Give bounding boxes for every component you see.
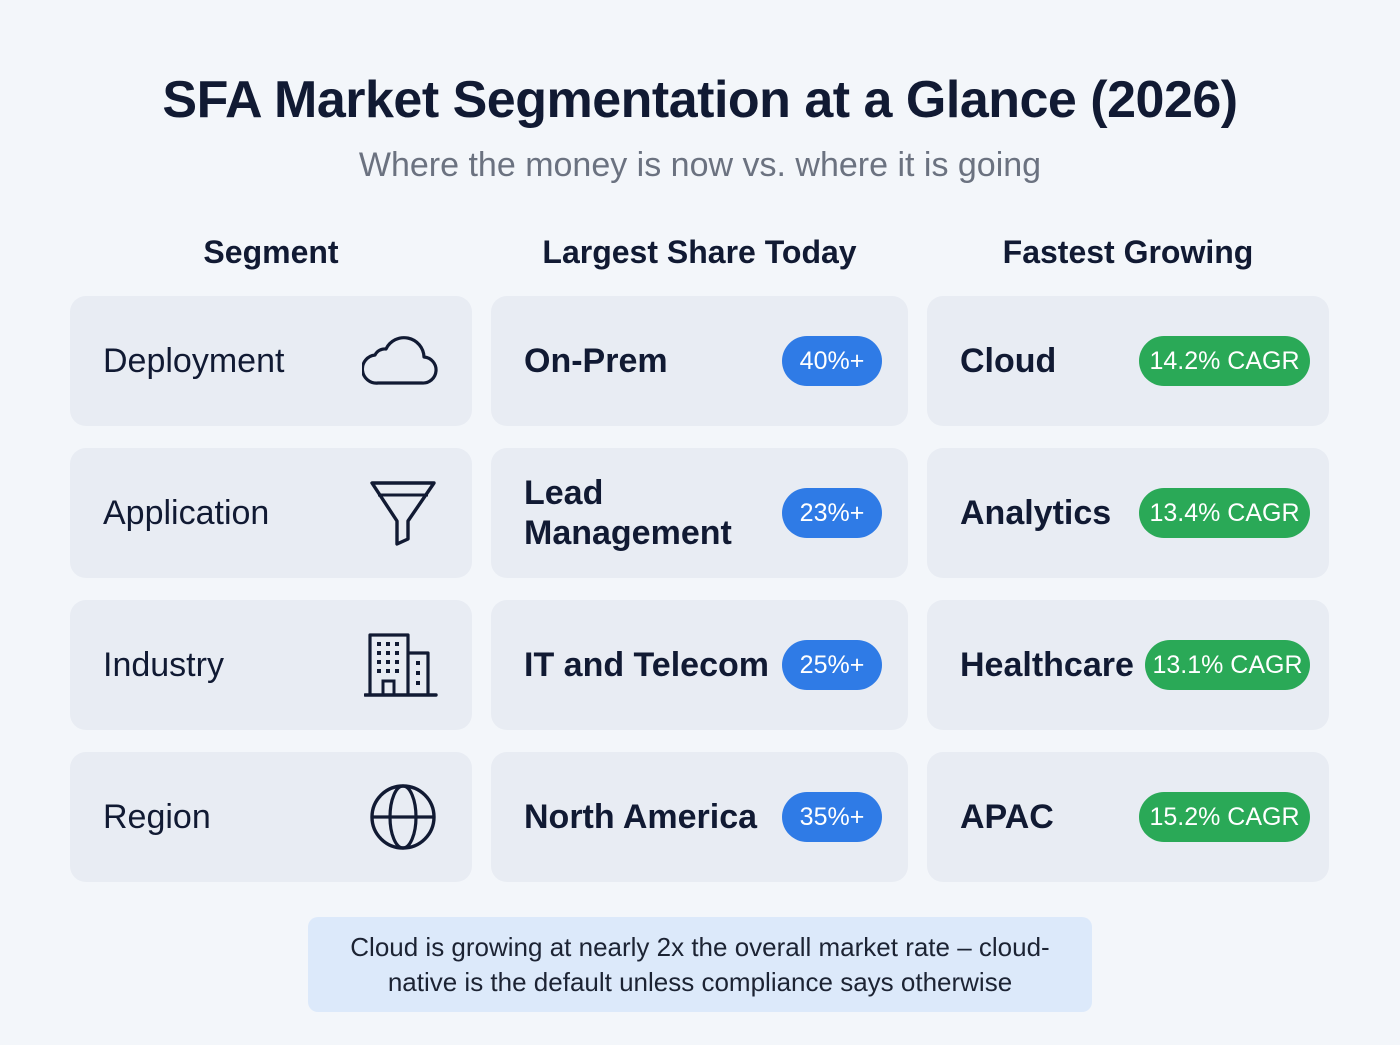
share-card-application: Lead Management 23%+ xyxy=(491,448,908,578)
growth-card-region: APAC 15.2% CAGR xyxy=(927,752,1329,882)
share-badge: 23%+ xyxy=(782,488,882,538)
segment-label: Region xyxy=(103,797,211,836)
building-icon xyxy=(364,631,438,699)
share-card-region: North America 35%+ xyxy=(491,752,908,882)
segment-card-region: Region xyxy=(70,752,472,882)
segment-label: Application xyxy=(103,493,270,532)
growth-badge: 15.2% CAGR xyxy=(1139,792,1310,842)
share-badge: 25%+ xyxy=(782,640,882,690)
globe-icon xyxy=(368,782,438,852)
fastest-growing-label: Analytics xyxy=(960,494,1112,532)
growth-badge: 14.2% CAGR xyxy=(1139,336,1310,386)
column-header-largest-share: Largest Share Today xyxy=(542,234,857,270)
page-title: SFA Market Segmentation at a Glance (202… xyxy=(162,71,1238,129)
growth-card-application: Analytics 13.4% CAGR xyxy=(927,448,1329,578)
largest-share-label: Lead Management xyxy=(524,474,732,552)
share-badge: 35%+ xyxy=(782,792,882,842)
column-header-segment: Segment xyxy=(203,234,339,270)
largest-share-label: On-Prem xyxy=(524,342,668,380)
segment-card-application: Application xyxy=(70,448,472,578)
fastest-growing-label: APAC xyxy=(960,798,1054,836)
insight-callout: Cloud is growing at nearly 2x the overal… xyxy=(308,917,1092,1012)
growth-badge: 13.4% CAGR xyxy=(1139,488,1310,538)
cloud-icon xyxy=(362,335,438,387)
share-card-deployment: On-Prem 40%+ xyxy=(491,296,908,426)
largest-share-label: IT and Telecom xyxy=(524,646,769,684)
fastest-growing-label: Healthcare xyxy=(960,646,1134,684)
fastest-growing-label: Cloud xyxy=(960,342,1057,380)
segment-card-industry: Industry xyxy=(70,600,472,730)
segment-label: Deployment xyxy=(103,341,285,380)
funnel-icon xyxy=(368,479,438,547)
segment-card-deployment: Deployment xyxy=(70,296,472,426)
column-header-fastest-growing: Fastest Growing xyxy=(1002,234,1254,270)
growth-card-industry: Healthcare 13.1% CAGR xyxy=(927,600,1329,730)
growth-card-deployment: Cloud 14.2% CAGR xyxy=(927,296,1329,426)
growth-badge: 13.1% CAGR xyxy=(1145,640,1310,690)
largest-share-label: North America xyxy=(524,798,758,836)
segment-label: Industry xyxy=(103,645,224,684)
page-subtitle: Where the money is now vs. where it is g… xyxy=(358,146,1042,184)
share-badge: 40%+ xyxy=(782,336,882,386)
share-card-industry: IT and Telecom 25%+ xyxy=(491,600,908,730)
